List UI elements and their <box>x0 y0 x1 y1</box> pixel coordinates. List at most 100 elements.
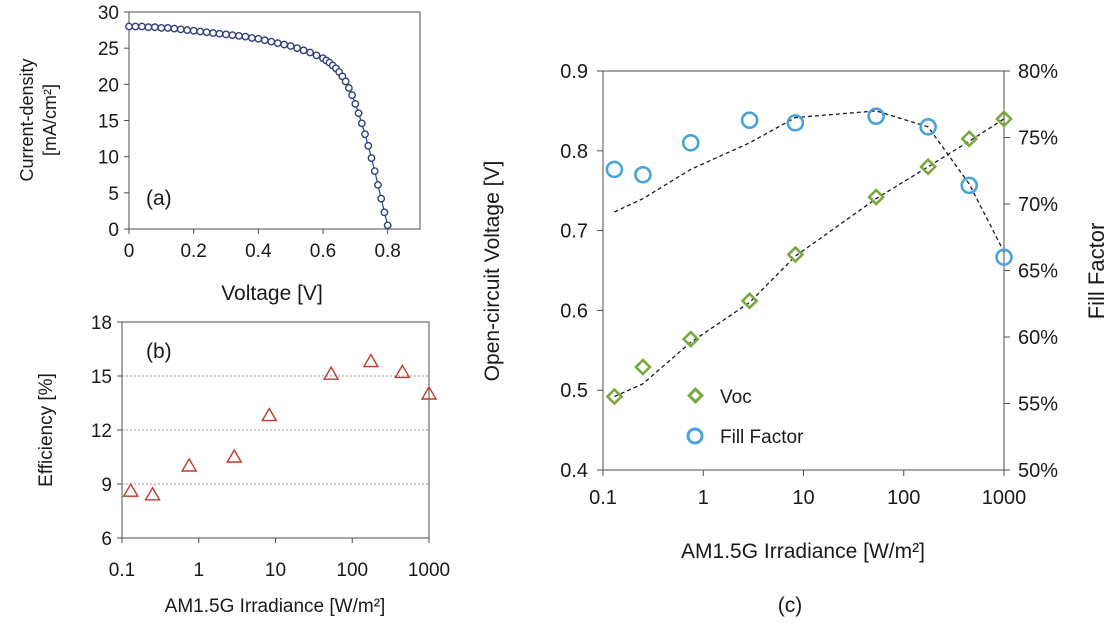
panel-c-right-y-axis-label: Fill Factor <box>1084 223 1109 320</box>
jv-data-point <box>144 23 153 32</box>
jv-data-point <box>267 37 276 46</box>
jv-data-point <box>348 91 356 100</box>
panel-a-x-ticks: 0 0.2 0.4 0.6 0.8 <box>124 229 401 262</box>
jv-data-point <box>183 26 192 34</box>
jv-data-point <box>176 25 185 34</box>
left-y-tick-label: 0.9 <box>560 61 588 83</box>
jv-data-point <box>312 51 321 60</box>
x-tick-label: 1000 <box>408 560 450 581</box>
left-y-tick-label: 0.4 <box>560 460 588 482</box>
ff-circle-point <box>919 118 937 136</box>
efficiency-triangle-point <box>362 353 380 368</box>
legend-voc-marker <box>687 387 704 404</box>
jv-data-point <box>351 99 360 108</box>
jv-data-point <box>383 221 392 230</box>
panel-c-label: (c) <box>778 594 803 617</box>
y-tick-label: 12 <box>91 421 112 442</box>
y-tick-label: 15 <box>98 112 119 133</box>
legend-ff-label: Fill Factor <box>720 427 804 448</box>
efficiency-triangle-point <box>394 364 411 379</box>
jv-data-point <box>260 36 269 45</box>
panel-c-right-y-ticks: 50% 55% 60% 65% 70% 75% 80% <box>1004 61 1058 482</box>
jv-data-point <box>235 31 243 40</box>
efficiency-triangle-point <box>144 486 161 501</box>
x-tick-label: 10 <box>265 560 286 581</box>
panel-a-y-ticks: 0 5 10 15 20 25 30 <box>98 3 129 241</box>
y-tick-label: 18 <box>91 313 112 334</box>
panel-a-data-points <box>125 22 392 230</box>
panel-b-y-ticks: 6 9 12 15 18 <box>91 313 122 550</box>
jv-data-point <box>150 23 159 32</box>
jv-data-point <box>370 167 379 176</box>
jv-data-point <box>357 119 366 128</box>
x-tick-label: 0.6 <box>310 241 336 262</box>
jv-data-point <box>254 34 263 43</box>
panel-c-data-points <box>605 107 1013 406</box>
y-tick-label: 0 <box>108 220 119 241</box>
panel-a-jv-curve: 0 5 10 15 20 25 30 0 0.2 0.4 0.6 0.8 (a) Voltage [… <box>17 3 421 305</box>
jv-data-point <box>170 24 179 33</box>
jv-data-point <box>380 208 389 217</box>
panel-b-label: (b) <box>146 340 172 363</box>
jv-data-point <box>228 31 237 40</box>
panel-b-gridlines <box>122 375 429 485</box>
jv-data-point <box>299 46 308 55</box>
jv-data-point <box>341 77 350 86</box>
right-y-tick-label: 55% <box>1018 394 1058 416</box>
x-tick-label: 0.1 <box>109 560 135 581</box>
jv-data-point <box>131 22 140 31</box>
efficiency-triangle-point <box>122 482 139 497</box>
voc-diamond-point <box>995 110 1013 128</box>
y-tick-label: 9 <box>101 475 112 496</box>
jv-data-point <box>138 22 146 31</box>
jv-data-point <box>374 180 382 189</box>
ff-circle-point <box>605 160 624 179</box>
left-y-tick-label: 0.7 <box>560 221 588 243</box>
jv-data-point <box>209 29 217 37</box>
jv-data-point <box>286 42 295 50</box>
panel-a-label: (a) <box>146 187 172 210</box>
jv-data-point <box>247 34 256 42</box>
right-y-tick-label: 65% <box>1018 261 1058 283</box>
jv-data-point <box>125 22 133 31</box>
jv-data-point <box>241 32 250 41</box>
jv-data-point <box>364 141 373 150</box>
x-tick-label: 1 <box>193 560 204 581</box>
efficiency-triangle-point <box>226 448 243 463</box>
ff-circle-point <box>681 134 700 152</box>
x-tick-label: 0.2 <box>180 241 206 262</box>
y-tick-label: 15 <box>91 367 112 388</box>
voc-diamond-point <box>740 291 759 310</box>
legend-ff-circle-icon <box>686 427 704 445</box>
jv-data-point <box>280 40 289 49</box>
jv-data-point <box>157 24 166 32</box>
y-tick-label: 20 <box>98 75 119 96</box>
jv-data-point <box>202 28 211 37</box>
legend-voc-label: Voc <box>720 387 752 408</box>
legend-voc-diamond-icon <box>687 387 704 404</box>
ff-trend-line <box>614 110 1005 253</box>
panel-c-left-y-axis-label: Open-circuit Voltage [V] <box>481 161 504 382</box>
panel-a-y-axis-label-line1: Current-density <box>17 58 37 181</box>
left-y-tick-label: 0.5 <box>560 380 588 402</box>
jv-data-point <box>354 109 363 118</box>
x-tick-label: 100 <box>336 560 368 581</box>
efficiency-triangle-point <box>261 407 278 422</box>
ff-circle-point <box>995 248 1013 267</box>
panel-a-y-axis-label-line2: [mA/cm²] <box>40 84 60 156</box>
voc-diamond-point <box>867 188 885 206</box>
voc-trend-line <box>614 118 1005 398</box>
jv-data-point <box>215 29 224 38</box>
panel-a-x-axis-label: Voltage [V] <box>221 282 323 305</box>
y-tick-label: 6 <box>101 529 112 550</box>
panel-c-legend: Voc Fill Factor <box>686 387 804 448</box>
panel-c-left-y-ticks: 0.4 0.5 0.6 0.7 0.8 0.9 <box>560 61 603 482</box>
y-tick-label: 10 <box>98 148 119 169</box>
right-y-tick-label: 70% <box>1018 194 1058 216</box>
right-y-tick-label: 75% <box>1018 128 1058 150</box>
jv-data-point <box>377 194 386 203</box>
panel-c-x-ticks: 0.1 1 10 100 1000 <box>589 470 1026 509</box>
jv-data-point <box>306 48 314 57</box>
panel-c-trend-lines <box>614 110 1005 398</box>
